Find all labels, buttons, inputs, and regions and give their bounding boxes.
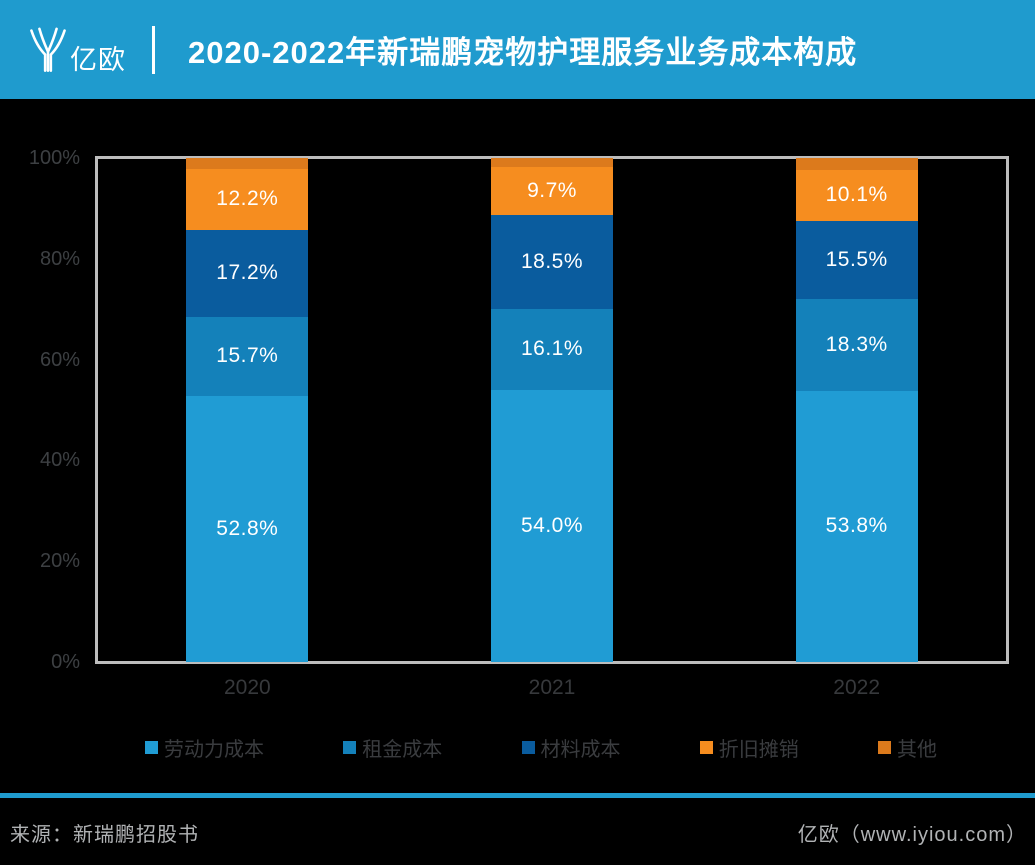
segment-value-label: 18.3% xyxy=(825,332,888,356)
legend-label: 其他 xyxy=(897,738,937,761)
legend-label: 材料成本 xyxy=(540,738,621,761)
header-banner: 亿欧 2020-2022年新瑞鹏宠物护理服务业务成本构成 xyxy=(0,0,1035,99)
bar-segment: 53.8% xyxy=(795,390,918,662)
legend-label: 租金成本 xyxy=(362,738,443,761)
legend-item: 劳动力成本 xyxy=(145,733,264,762)
bar-segment xyxy=(491,158,613,167)
stacked-bar-2022: 53.8% 18.3% 15.5% 10.1% xyxy=(795,158,918,662)
bar-segment: 12.2% xyxy=(186,168,309,231)
bar-segment: 18.5% xyxy=(491,215,613,309)
y-axis-tick-label: 20% xyxy=(39,550,80,573)
segment-value-label: 10.1% xyxy=(825,183,888,207)
legend-swatch xyxy=(343,740,357,754)
legend-item: 租金成本 xyxy=(343,733,442,762)
stacked-bar-2021: 54.0% 16.1% 18.5% 9.7% xyxy=(491,158,613,662)
segment-value-label: 54.0% xyxy=(520,513,584,537)
segment-value-label: 9.7% xyxy=(527,179,577,203)
y-axis-tick-label: 100% xyxy=(28,147,80,169)
bar-segment: 18.3% xyxy=(795,298,918,391)
source-text: 来源：新瑞鹏招股书 xyxy=(10,824,199,846)
legend-swatch xyxy=(878,740,891,754)
legend-item: 其他 xyxy=(878,733,937,762)
bar-segment: 16.1% xyxy=(491,308,613,390)
segment-value-label: 17.2% xyxy=(216,261,279,285)
legend-swatch xyxy=(521,740,535,754)
segment-value-label: 53.8% xyxy=(825,514,888,538)
legend-swatch xyxy=(699,740,713,754)
x-axis-label: 2021 xyxy=(528,676,576,699)
y-axis-tick-label: 80% xyxy=(39,247,80,270)
bar-segment: 9.7% xyxy=(491,166,613,216)
logo-text: 亿欧 xyxy=(70,44,126,75)
y-axis-tick-label: 0% xyxy=(51,651,80,673)
bar-segment: 52.8% xyxy=(186,395,309,662)
legend-swatch xyxy=(145,740,158,754)
bar-segment: 15.7% xyxy=(186,316,309,396)
credit-text: 亿欧（www.iyiou.com） xyxy=(797,824,1027,846)
brand-logo: 亿欧 xyxy=(28,22,126,78)
legend-item: 材料成本 xyxy=(521,733,621,762)
segment-value-label: 12.2% xyxy=(216,187,279,211)
segment-value-label: 18.5% xyxy=(520,250,584,274)
segment-value-label: 15.7% xyxy=(216,344,279,368)
bar-segment: 54.0% xyxy=(491,389,613,662)
legend: 劳动力成本 租金成本 材料成本 折旧摊销 其他 xyxy=(145,733,937,762)
footer-divider xyxy=(0,793,1035,798)
x-axis-label: 2020 xyxy=(223,676,271,699)
chart-title: 2020-2022年新瑞鹏宠物护理服务业务成本构成 xyxy=(188,35,858,70)
segment-value-label: 16.1% xyxy=(520,337,584,361)
y-axis-tick-label: 40% xyxy=(39,449,80,472)
legend-label: 劳动力成本 xyxy=(164,738,264,761)
stacked-bar-2020: 52.8% 15.7% 17.2% 12.2% xyxy=(186,158,309,662)
legend-label: 折旧摊销 xyxy=(718,738,799,761)
bar-segment: 15.5% xyxy=(795,220,918,299)
bar-segment xyxy=(186,158,309,169)
x-axis-label: 2022 xyxy=(833,676,881,699)
segment-value-label: 15.5% xyxy=(825,247,888,271)
bar-segment: 10.1% xyxy=(795,169,918,221)
legend-item: 折旧摊销 xyxy=(699,733,799,762)
y-axis-tick-label: 60% xyxy=(39,348,80,371)
bars-layer: 52.8% 15.7% 17.2% 12.2% 54.0% 16.1% 18.5% 9.7% 5… xyxy=(95,158,1009,662)
yiou-logo-icon xyxy=(30,27,66,72)
header-divider xyxy=(152,26,155,74)
segment-value-label: 52.8% xyxy=(216,516,279,540)
bar-segment: 17.2% xyxy=(186,230,309,317)
bar-segment xyxy=(795,158,918,170)
